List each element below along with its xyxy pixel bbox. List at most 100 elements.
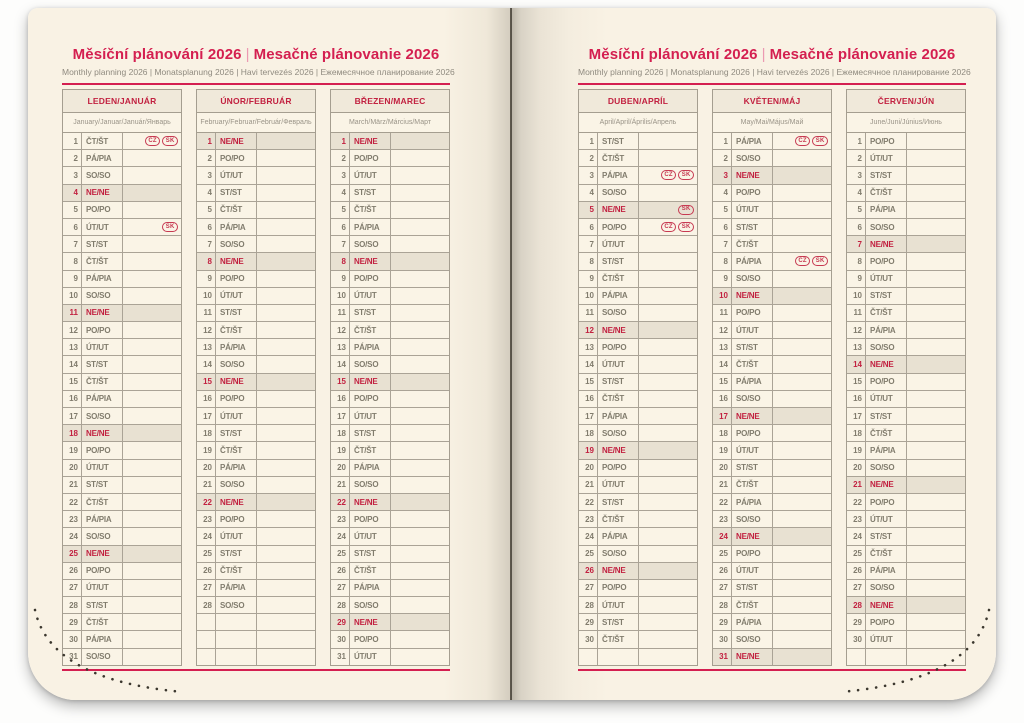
day-row: 26 ÚT/UT — [713, 562, 831, 580]
notes-cell — [391, 649, 449, 665]
notes-cell — [773, 167, 831, 183]
day-row: 1 NE/NE — [331, 133, 449, 151]
empty-row — [579, 648, 697, 665]
day-row: 15 PÁ/PIA — [713, 373, 831, 391]
day-number: 7 — [197, 236, 216, 253]
weekday-label: ÚT/UT — [350, 648, 391, 665]
weekday-label: ČT/ŠT — [598, 631, 639, 648]
day-number: 5 — [63, 201, 82, 218]
day-row: 23 PO/PO — [197, 511, 315, 529]
day-row: 3 ÚT/UT — [331, 167, 449, 185]
month-subtitle: May/Mai/Május/Май — [713, 113, 831, 133]
notes-cell — [639, 597, 697, 613]
month-subtitle: March/März/Március/Март — [331, 113, 449, 133]
day-row: 18 PO/PO — [713, 425, 831, 443]
weekday-label: PO/PO — [216, 150, 257, 167]
weekday-label: NE/NE — [732, 408, 773, 425]
day-number: 10 — [847, 287, 866, 304]
day-number: 19 — [847, 442, 866, 459]
day-row: 22 ČT/ŠT — [63, 493, 181, 512]
header-rule — [578, 83, 966, 85]
notes-cell — [773, 356, 831, 372]
notes-cell — [773, 546, 831, 562]
weekday-label: ÚT/UT — [732, 442, 773, 459]
weekday-label: PÁ/PIA — [82, 511, 123, 528]
weekday-label: ÚT/UT — [866, 150, 907, 167]
left-page: Měsíční plánování 2026 | Mesačné plánovani… — [28, 8, 511, 700]
weekday-label: ST/ST — [598, 493, 639, 511]
day-row: 13 PÁ/PIA — [331, 339, 449, 357]
day-number: 20 — [713, 459, 732, 476]
notes-cell — [639, 477, 697, 493]
weekday-label: PÁ/PIA — [598, 167, 639, 184]
day-row: 1 NE/NE — [197, 133, 315, 151]
footer-rule — [578, 668, 966, 671]
day-row: 29 PÁ/PIA — [713, 614, 831, 632]
notes-cell — [639, 391, 697, 407]
day-row: 3 ÚT/UT — [197, 167, 315, 185]
day-number: 19 — [63, 442, 82, 459]
day-row: 28 NE/NE — [847, 597, 965, 615]
notes-cell — [639, 649, 697, 665]
notes-cell — [773, 202, 831, 218]
weekday-label: PÁ/PIA — [82, 150, 123, 167]
day-number: 3 — [847, 167, 866, 184]
notes-cell — [391, 202, 449, 218]
weekday-label: NE/NE — [216, 133, 257, 150]
day-row: 30 ČT/ŠT — [579, 631, 697, 649]
day-number: 27 — [579, 579, 598, 597]
notes-cell — [123, 442, 181, 458]
weekday-label: PO/PO — [598, 459, 639, 476]
day-number: 1 — [847, 133, 866, 150]
day-number: 18 — [579, 425, 598, 442]
day-number: 13 — [331, 339, 350, 356]
day-number: 2 — [63, 150, 82, 167]
day-row: 17 ÚT/UT — [197, 408, 315, 426]
notes-cell — [257, 185, 315, 201]
notes-cell — [257, 614, 315, 630]
weekday-label: PO/PO — [82, 322, 123, 339]
day-number: 4 — [579, 184, 598, 201]
notes-cell — [907, 288, 965, 304]
day-row: 7 ÚT/UT — [579, 236, 697, 254]
day-number: 12 — [63, 322, 82, 339]
day-number: 12 — [579, 322, 598, 339]
day-number: 17 — [63, 408, 82, 425]
day-number: 6 — [847, 218, 866, 236]
weekday-label: SO/SO — [866, 579, 907, 597]
month-table-may: KVĚTEN/MÁJ May/Mai/Május/Май 1 PÁ/PIA CZ SK… — [712, 89, 832, 666]
weekday-label: NE/NE — [216, 493, 257, 511]
day-row: 24 NE/NE — [713, 528, 831, 546]
day-number: 11 — [63, 304, 82, 322]
notes-cell — [257, 288, 315, 304]
notes-cell — [907, 219, 965, 235]
weekday-label: SO/SO — [732, 150, 773, 167]
day-number: 14 — [331, 356, 350, 373]
weekday-label: NE/NE — [732, 528, 773, 545]
notes-cell — [123, 305, 181, 321]
day-row: 3 PÁ/PIA CZ SK — [579, 167, 697, 185]
day-number: 21 — [847, 476, 866, 493]
weekday-label: PO/PO — [732, 184, 773, 201]
day-number: 22 — [579, 493, 598, 511]
day-number: 26 — [331, 562, 350, 579]
weekday-label: PÁ/PIA — [216, 579, 257, 597]
day-row: 25 SO/SO — [579, 545, 697, 563]
day-number: 27 — [63, 579, 82, 597]
day-number: 16 — [197, 390, 216, 407]
day-number: 18 — [197, 425, 216, 442]
notes-cell — [773, 391, 831, 407]
weekday-label: PO/PO — [350, 150, 391, 167]
weekday-label: ÚT/UT — [866, 390, 907, 407]
weekday-label: ÚT/UT — [866, 631, 907, 648]
day-row: 17 PÁ/PIA — [579, 408, 697, 426]
weekday-label: NE/NE — [82, 184, 123, 201]
day-row: 27 PÁ/PIA — [331, 579, 449, 598]
day-row: 19 ČT/ŠT — [197, 442, 315, 460]
day-row: 2 PÁ/PIA — [63, 150, 181, 168]
day-number: 10 — [713, 287, 732, 304]
notes-cell — [639, 305, 697, 321]
weekday-label: SO/SO — [350, 356, 391, 373]
day-number: 26 — [713, 562, 732, 579]
notes-cell — [391, 185, 449, 201]
